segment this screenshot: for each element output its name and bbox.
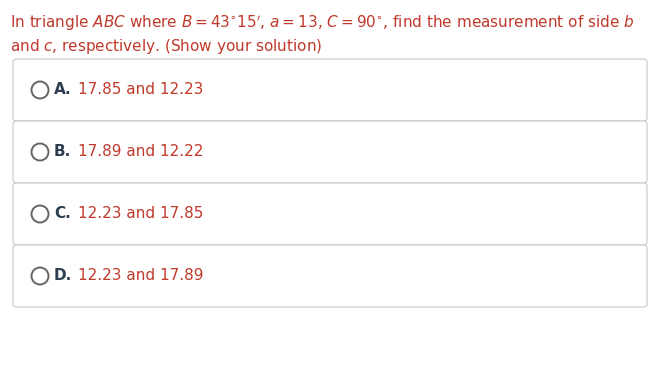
Text: A.: A.	[54, 83, 72, 97]
Text: 17.89 and 12.22: 17.89 and 12.22	[78, 145, 203, 160]
Text: B.: B.	[54, 145, 71, 160]
FancyBboxPatch shape	[13, 183, 647, 245]
FancyBboxPatch shape	[13, 245, 647, 307]
Text: In triangle $\mathit{ABC}$ where $\mathit{B}=43^{\circ}15'$, $\mathit{a}=13$, $\: In triangle $\mathit{ABC}$ where $\mathi…	[10, 13, 634, 32]
Text: 12.23 and 17.89: 12.23 and 17.89	[78, 269, 203, 283]
Text: 12.23 and 17.85: 12.23 and 17.85	[78, 206, 203, 221]
Text: and $\mathit{c}$, respectively. (Show your solution): and $\mathit{c}$, respectively. (Show yo…	[10, 37, 322, 56]
Text: C.: C.	[54, 206, 71, 221]
Text: D.: D.	[54, 269, 72, 283]
FancyBboxPatch shape	[13, 121, 647, 183]
FancyBboxPatch shape	[13, 59, 647, 121]
Text: 17.85 and 12.23: 17.85 and 12.23	[78, 83, 203, 97]
